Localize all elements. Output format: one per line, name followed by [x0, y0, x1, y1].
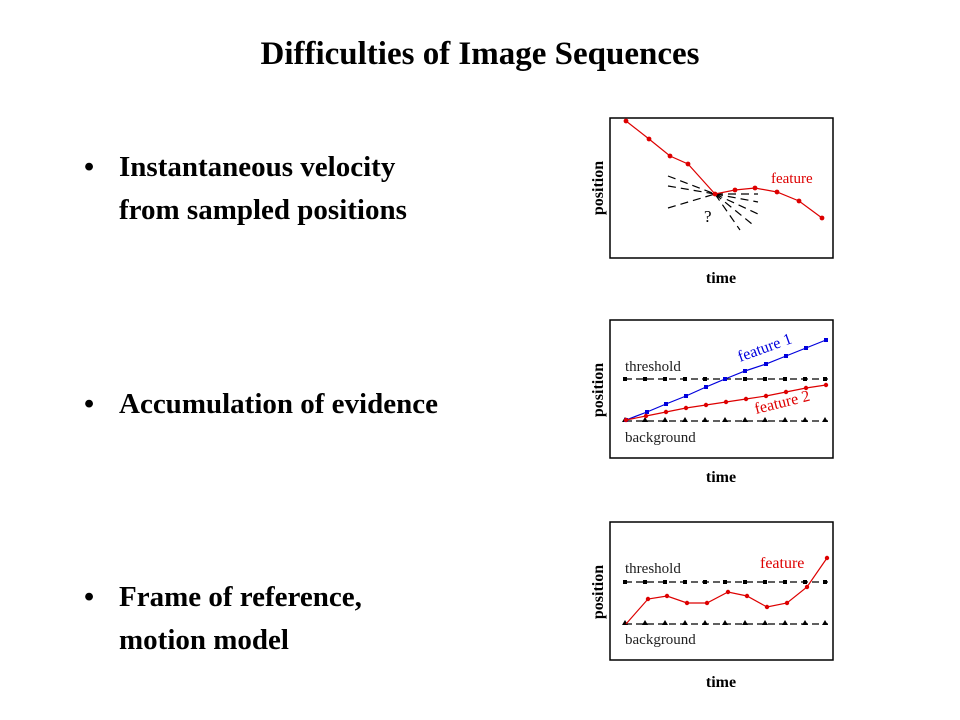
bullet-dot: •: [84, 388, 95, 420]
bullet-line: Frame of reference,: [119, 581, 362, 613]
threshold-label: threshold: [625, 561, 681, 577]
velocity-diagram: feature ? position time: [590, 117, 834, 287]
bullet-line: motion model: [119, 624, 289, 656]
x-axis-label: time: [706, 469, 736, 486]
feature-trajectory: [625, 120, 823, 219]
accumulation-diagram: threshold background feature 1 feature 2…: [590, 319, 834, 486]
x-axis-label: time: [706, 674, 736, 691]
feature-label: feature: [760, 555, 804, 572]
question-mark: ?: [704, 207, 712, 226]
threshold-markers: [623, 580, 827, 584]
bullet-dot: •: [84, 151, 95, 183]
plot-frame: [609, 319, 834, 459]
feature-2-samples: [623, 382, 829, 423]
feature-1-label: feature 1: [736, 330, 795, 365]
y-axis-label: position: [590, 363, 607, 417]
slide-title: Difficulties of Image Sequences: [260, 36, 700, 72]
bullet-dot: •: [84, 581, 95, 613]
plot-frame: [609, 117, 834, 259]
reference-diagram: threshold background feature position ti…: [590, 521, 834, 691]
feature-label: feature: [771, 171, 813, 187]
threshold-label: threshold: [625, 359, 681, 375]
bullet-line: from sampled positions: [119, 194, 407, 226]
x-axis-label: time: [706, 270, 736, 287]
plot-frame: [609, 521, 834, 661]
background-label: background: [625, 430, 696, 446]
feature-samples: [623, 118, 825, 221]
y-axis-label: position: [590, 565, 607, 619]
bullet-line: Instantaneous velocity: [119, 151, 396, 183]
background-label: background: [625, 632, 696, 648]
velocity-guess-lines: [667, 175, 759, 231]
y-axis-label: position: [590, 161, 607, 215]
feature-samples: [645, 555, 830, 610]
bullet-line: Accumulation of evidence: [119, 388, 438, 420]
